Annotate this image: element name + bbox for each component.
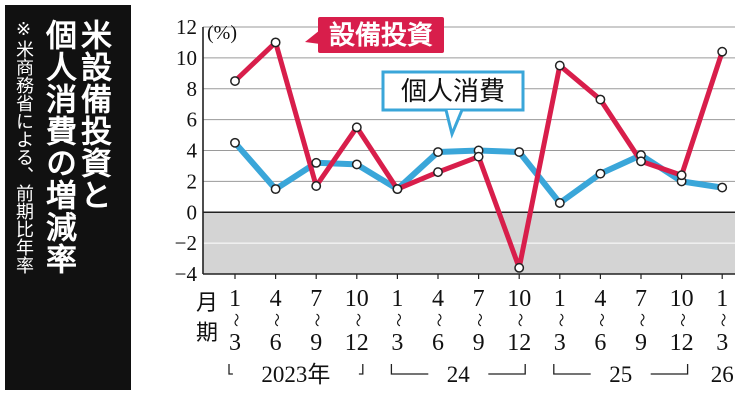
x-tick-label: 9 [310,330,322,356]
data-point [514,147,525,157]
data-point [230,76,240,86]
series-label: 個人消費 [401,77,505,107]
data-point [554,60,565,71]
x-tick-label: 6 [270,330,282,356]
data-point [514,262,525,273]
x-tick-label: 3 [229,330,241,356]
year-bracket [650,364,689,375]
x-tick-label: 12 [345,330,369,356]
x-tick-label: 10 [345,286,369,312]
title-panel: 米設備投資と 個人消費の増減率 ※米商務省による、前期比年率 [5,5,131,390]
x-tick-label: 〜 [227,313,242,327]
x-tick-label: 〜 [714,313,729,327]
series-label-pointer [444,109,464,139]
source-note: ※米商務省による、前期比年率 [13,19,34,274]
x-tick-label: 〜 [430,313,445,327]
data-point [311,181,322,191]
year-label: 25 [609,362,632,387]
x-tick-label: 7 [635,286,647,312]
x-tick-label: 1 [554,286,566,312]
data-point [676,170,687,181]
series-label-box [318,17,444,53]
series-label-pointer [305,30,320,44]
year-bracket [228,364,233,375]
data-point [311,157,322,168]
x-tick-label: 〜 [552,313,567,327]
x-tick-label: 〜 [471,313,486,327]
x-tick-label: 1 [716,286,728,312]
y-tick-label: 2 [187,169,198,193]
x-tick-label: 〜 [633,313,648,327]
year-label: 24 [447,362,471,387]
year-bracket [390,364,429,375]
y-tick-label: −4 [175,262,198,286]
x-row-label: 月 [196,290,218,315]
x-tick-label: 〜 [674,313,689,327]
y-tick-label: 6 [187,108,198,132]
x-row-label: 期 [196,320,218,345]
chart-title-line-2: 個人消費の増減率 [40,19,76,275]
x-tick-label: 6 [432,330,444,356]
data-point [392,184,403,195]
year-bracket [553,364,591,375]
y-unit-label: (%) [207,22,237,44]
x-tick-label: 10 [507,286,531,312]
data-point [433,167,443,178]
x-tick-label: 7 [310,286,322,312]
x-tick-label: 9 [635,330,647,356]
data-point [473,151,484,162]
x-tick-label: 9 [473,330,485,356]
x-tick-label: 〜 [349,313,364,327]
data-point [351,159,362,170]
data-point [351,122,362,133]
y-tick-label: 12 [176,15,197,39]
data-point [433,147,443,157]
data-point [595,168,606,179]
data-point [717,46,728,57]
year-label: 26 [711,362,734,387]
y-tick-label: 4 [187,139,198,163]
x-tick-label: 10 [670,286,694,312]
y-tick-label: 0 [187,200,198,224]
x-tick-label: 〜 [389,313,404,327]
y-tick-label: −2 [175,231,197,255]
x-tick-label: 3 [554,330,566,356]
x-tick-label: 〜 [511,313,526,327]
x-tick-label: 6 [594,330,606,356]
y-tick-label: 10 [176,46,197,70]
year-label: 2023年 [261,362,330,387]
chart-title-line-1: 米設備投資と [75,19,111,211]
data-point [636,156,646,167]
x-tick-label: 1 [391,286,403,312]
x-tick-label: 〜 [308,313,323,327]
x-tick-label: 4 [594,286,606,312]
year-bracket [358,364,364,375]
data-point [230,137,240,148]
x-tick-label: 〜 [268,313,283,327]
data-point [717,182,728,193]
year-bracket [488,364,526,375]
x-tick-label: 12 [507,330,531,356]
x-tick-label: 3 [716,330,728,356]
x-tick-label: 4 [270,286,282,312]
data-point [270,37,281,48]
data-point [554,198,565,208]
x-tick-label: 〜 [592,313,607,327]
x-tick-label: 3 [391,330,403,356]
series-label: 設備投資 [329,20,433,51]
x-tick-label: 7 [473,286,485,312]
data-point [270,184,281,195]
x-tick-label: 1 [229,286,241,312]
data-point [595,94,606,105]
x-tick-label: 12 [670,330,694,356]
x-tick-label: 4 [432,286,444,312]
y-tick-label: 8 [187,77,198,101]
